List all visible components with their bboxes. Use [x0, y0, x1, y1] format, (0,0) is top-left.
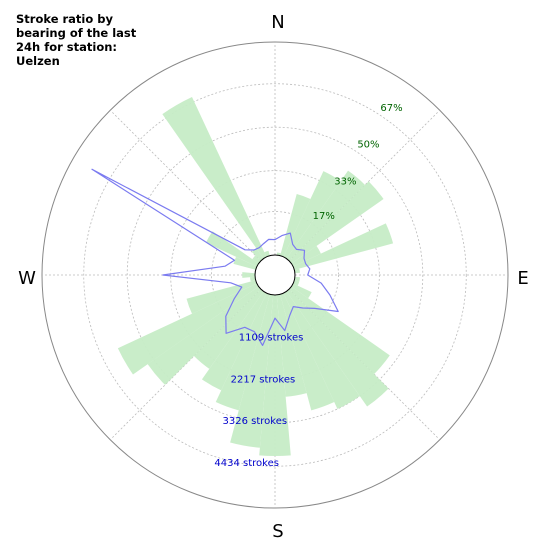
ratio-bars [117, 97, 394, 457]
ratio-bar-190 [230, 294, 274, 448]
ratio-tick-label-0: 17% [313, 211, 335, 222]
ratio-bar-230 [147, 286, 261, 385]
ratio-bar-180 [259, 294, 291, 457]
direction-label-s: S [272, 521, 283, 542]
chart-title: Stroke ratio by bearing of the last 24h … [16, 12, 137, 68]
ratio-bar-50 [289, 181, 384, 264]
ratio-bar-200 [215, 293, 270, 411]
ratio-bar-160 [280, 293, 335, 411]
ratio-bar-150 [283, 291, 360, 409]
ratio-bar-320 [251, 248, 264, 261]
ratio-tick-label-3: 67% [380, 103, 402, 114]
count-tick-label-2: 3326 strokes [223, 416, 288, 427]
ratio-bar-220 [193, 289, 264, 369]
ratio-bar-120 [291, 283, 312, 299]
axis-labels: 17% 33% 50% 67% 1109 strokes 2217 strokes 3326… [214, 103, 402, 469]
ratio-bar-80 [294, 268, 301, 274]
ratio-tick-label-1: 33% [334, 177, 356, 188]
center-hole [254, 254, 296, 296]
ratio-bar-100 [294, 276, 301, 282]
ratio-bar-140 [286, 289, 389, 407]
ratio-bar-30 [283, 171, 341, 259]
grid-spoke-45 [288, 109, 441, 262]
ratio-bar-110 [293, 280, 300, 286]
ratio-bar-40 [286, 170, 366, 261]
grid-spoke-135 [288, 288, 441, 441]
ratio-bar-60 [291, 245, 321, 267]
grid-ring-0 [211, 211, 339, 339]
stroke-count-line [91, 168, 339, 346]
count-tick-label-0: 1109 strokes [239, 332, 304, 343]
ratio-bar-260 [249, 276, 256, 282]
count-tick-label-1: 2217 strokes [231, 374, 296, 385]
grid-spoke-225 [109, 288, 262, 441]
grid-spoke-315 [109, 109, 262, 262]
ratio-tick-label-2: 50% [357, 140, 379, 151]
direction-label-e: E [517, 268, 528, 289]
direction-label-n: N [271, 12, 284, 33]
ratio-bar-310 [252, 255, 261, 264]
count-tick-label-3: 4434 strokes [214, 458, 279, 469]
ratio-bar-340 [264, 250, 270, 257]
ratio-bar-20 [280, 193, 311, 257]
ratio-bar-170 [276, 294, 307, 397]
ratio-bar-70 [293, 223, 394, 270]
ratio-bar-330 [162, 97, 267, 259]
ratio-bar-210 [201, 291, 267, 391]
direction-label-w: W [18, 268, 36, 289]
ratio-bar-290 [233, 256, 257, 270]
ratio-bar-240 [117, 283, 259, 375]
ratio-bar-270 [242, 272, 256, 278]
grid-ring-3 [83, 83, 467, 467]
ratio-bar-250 [186, 280, 257, 314]
stroke-count-series [91, 168, 339, 346]
ratio-bar-300 [205, 231, 259, 267]
